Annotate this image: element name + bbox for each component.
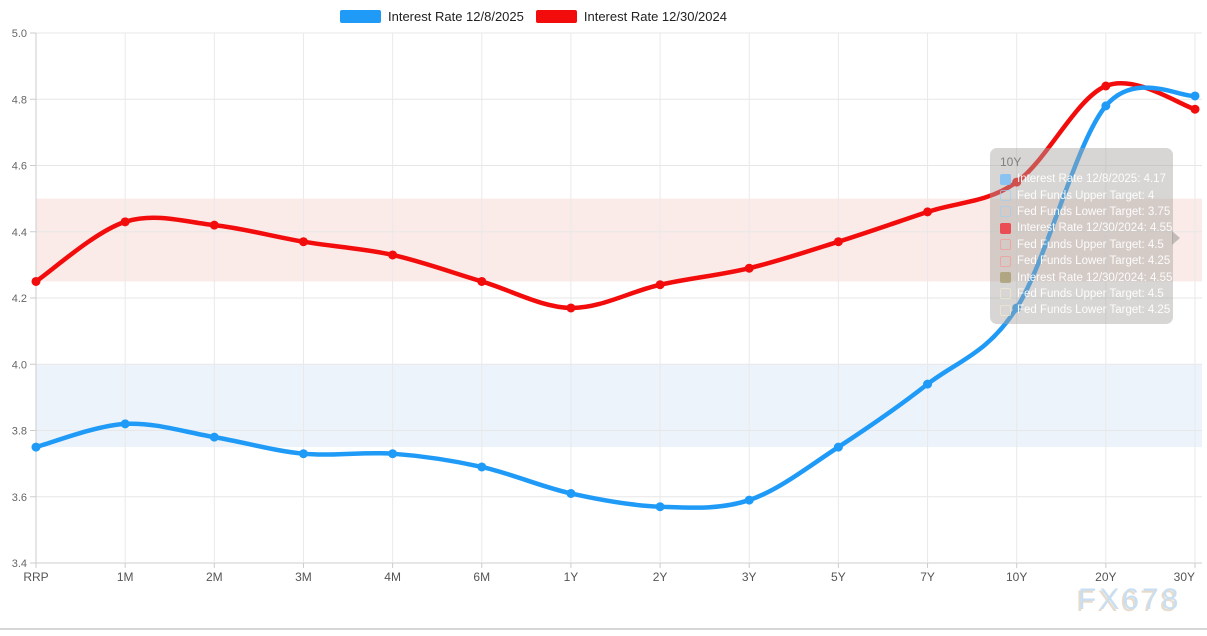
y-axis-label: 4.2: [12, 293, 27, 305]
data-point-0-1Y: [566, 488, 576, 498]
data-point-1-20Y: [1101, 81, 1111, 91]
x-axis-label: 4M: [384, 570, 401, 584]
data-point-1-1M: [120, 217, 130, 227]
data-point-0-3Y: [744, 495, 754, 505]
data-point-0-7Y: [923, 379, 933, 389]
data-point-1-10Y: [1012, 177, 1022, 187]
x-axis-label: 3Y: [742, 570, 757, 584]
legend-item-0[interactable]: Interest Rate 12/8/2025: [340, 9, 524, 24]
data-point-1-4M: [388, 250, 398, 260]
x-axis-label: 6M: [473, 570, 490, 584]
y-axis-label: 3.6: [12, 492, 27, 504]
band-fed-funds-target-12/30/2024: [36, 198, 1202, 282]
watermark-fx678: FX678: [1078, 583, 1182, 616]
y-axis-label: 3.8: [12, 426, 27, 438]
x-axis-label: RRP: [23, 570, 48, 584]
data-point-0-10Y: [1012, 303, 1022, 313]
x-axis-label: 1M: [117, 570, 134, 584]
x-axis-label: 5Y: [831, 570, 846, 584]
data-point-1-RRP: [31, 276, 41, 286]
y-axis-label: 3.4: [12, 558, 27, 570]
y-axis-label: 4.6: [12, 161, 27, 173]
x-axis-label: 7Y: [920, 570, 935, 584]
data-point-0-6M: [477, 462, 487, 472]
legend-swatch-icon: [340, 10, 381, 23]
data-point-1-2M: [209, 220, 219, 230]
data-point-1-30Y: [1190, 104, 1200, 114]
bottom-divider: [0, 628, 1207, 630]
data-point-1-3Y: [744, 263, 754, 273]
data-point-1-1Y: [566, 303, 576, 313]
y-axis-label: 4.8: [12, 94, 27, 106]
data-point-0-30Y: [1190, 91, 1200, 101]
x-axis-label: 2M: [206, 570, 223, 584]
data-point-0-RRP: [31, 442, 41, 452]
legend-label: Interest Rate 12/8/2025: [388, 9, 524, 24]
x-axis-label: 20Y: [1095, 570, 1116, 584]
legend: Interest Rate 12/8/2025 Interest Rate 12/…: [340, 9, 727, 24]
x-axis-label: 2Y: [653, 570, 668, 584]
data-point-0-2Y: [655, 502, 665, 512]
y-axis-label: 4.4: [12, 227, 27, 239]
data-point-0-2M: [209, 432, 219, 442]
data-point-0-1M: [120, 419, 130, 429]
x-axis-label: 10Y: [1006, 570, 1027, 584]
data-point-1-2Y: [655, 280, 665, 290]
x-axis-label: 1Y: [564, 570, 579, 584]
data-point-0-4M: [388, 449, 398, 459]
x-axis-label: 30Y: [1174, 570, 1195, 584]
data-point-0-3M: [298, 449, 308, 459]
legend-label: Interest Rate 12/30/2024: [583, 9, 727, 24]
legend-swatch-icon: [535, 10, 577, 23]
data-point-0-20Y: [1101, 101, 1111, 111]
data-point-1-7Y: [923, 207, 933, 217]
x-axis-label: 3M: [295, 570, 312, 584]
data-point-1-5Y: [833, 237, 843, 247]
data-point-0-5Y: [833, 442, 843, 452]
y-axis-label: 5.0: [12, 28, 27, 40]
y-axis-label: 4.0: [12, 359, 27, 371]
legend-item-1[interactable]: Interest Rate 12/30/2024: [535, 9, 727, 24]
data-point-1-6M: [477, 276, 487, 286]
band-fed-funds-target-12/8/2025: [36, 364, 1202, 448]
data-point-1-3M: [298, 237, 308, 247]
